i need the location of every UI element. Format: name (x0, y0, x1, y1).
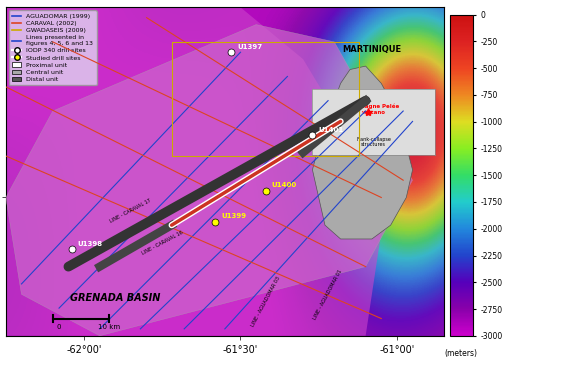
Text: LINE - AGUADOMAR 03: LINE - AGUADOMAR 03 (250, 275, 281, 327)
Polygon shape (6, 7, 381, 336)
Text: (meters): (meters) (445, 349, 478, 358)
Text: GRENADA BASIN: GRENADA BASIN (70, 293, 161, 303)
Text: U1398: U1398 (78, 241, 103, 247)
Text: U1400: U1400 (272, 182, 297, 188)
Text: MARTINIQUE: MARTINIQUE (342, 45, 401, 54)
Text: U1397: U1397 (237, 44, 262, 50)
Legend: AGUADOMAR (1999), CARAVAL (2002), GWADASEIS (2009), Lines presented in
figures 4: AGUADOMAR (1999), CARAVAL (2002), GWADAS… (9, 11, 96, 85)
Text: U1401: U1401 (319, 127, 344, 133)
Text: U1399: U1399 (222, 213, 247, 219)
Text: 10 km: 10 km (98, 324, 120, 330)
Text: LINE - CARAVAL 16: LINE - CARAVAL 16 (141, 230, 184, 256)
Polygon shape (312, 66, 412, 239)
Text: LINE - CARAVAL 17: LINE - CARAVAL 17 (110, 198, 152, 224)
Text: 0: 0 (57, 324, 61, 330)
Polygon shape (6, 24, 412, 336)
Text: LINE - AGUADOMAR 01: LINE - AGUADOMAR 01 (312, 268, 343, 320)
